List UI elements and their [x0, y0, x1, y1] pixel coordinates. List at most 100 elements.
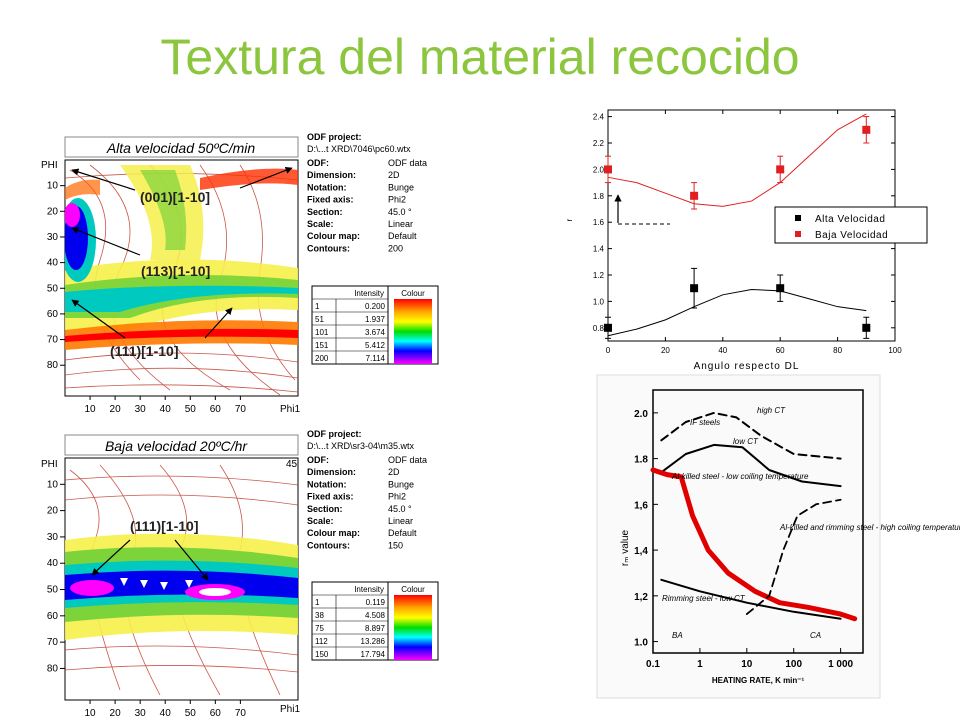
odf-y-tick-label: 40 [47, 258, 59, 269]
table-cell-level: 200 [315, 354, 329, 363]
odf-y-tick-label: 10 [47, 479, 59, 490]
rm-series-line-0 [660, 411, 842, 460]
odf-bottom-caption: Baja velocidad 20ºC/hr [105, 438, 248, 454]
r-x-axis-label: Angulo respecto DL [694, 361, 800, 372]
r-legend-label: Alta Velocidad [815, 214, 885, 225]
rm-annotation-label: low CT [733, 437, 759, 446]
rm-annotation-label: BA [672, 631, 683, 640]
odf-info-key: Dimension: [307, 170, 356, 180]
odf-bottom-corner-value: 45 [286, 459, 298, 470]
colour-bar [394, 299, 432, 364]
odf-info-value: 45.0 ° [388, 207, 412, 217]
r-data-point [690, 284, 699, 293]
table-cell-level: 151 [315, 341, 329, 350]
odf-y-tick-label: 30 [47, 532, 59, 543]
rm-annotation-label: Al-killed and rimming steel - high coili… [779, 523, 960, 532]
r-y-tick-label: 0.8 [593, 324, 605, 333]
odf-bottom-info: ODF project: D:\...t XRD\sr3-04\m35.wtx OD… [307, 429, 427, 550]
r-fit-curve-0 [607, 289, 867, 337]
r-legend-marker [795, 215, 801, 221]
odf-info-key: Colour map: [307, 231, 360, 241]
rm-y-tick-label: 1.8 [634, 455, 648, 466]
rm-series-line-4 [660, 578, 842, 620]
table-cell-level: 75 [315, 624, 324, 633]
odf-x-tick-label: 10 [84, 708, 96, 719]
table-cell-intensity: 13.286 [361, 637, 386, 646]
rm-x-tick-label: 1 [697, 659, 703, 670]
rm-annotation-label: Rimming steel - low CT [662, 594, 746, 603]
odf-info-value: 45.0 ° [388, 504, 412, 514]
odf-info-value: Phi2 [388, 195, 406, 205]
table-header-intensity: Intensity [354, 585, 384, 594]
odf-y-tick-label: 80 [47, 360, 59, 371]
r-y-axis-label: r [565, 218, 574, 221]
table-cell-intensity: 3.674 [365, 328, 386, 337]
odf-info-value: Default [388, 528, 417, 538]
odf-info-value: 200 [388, 243, 403, 253]
r-x-tick-label: 80 [833, 346, 842, 355]
rm-x-tick-label: 100 [785, 659, 802, 670]
rm-annotation-label: CA [810, 631, 821, 640]
r-x-tick-label: 100 [888, 346, 902, 355]
odf-x-tick-label: 50 [185, 708, 197, 719]
odf-info-key: Dimension: [307, 467, 356, 477]
table-cell-level: 112 [315, 637, 328, 646]
rm-y-tick-label: 1,4 [634, 546, 648, 557]
odf-info-value: 150 [388, 540, 403, 550]
odf-info-key: Section: [307, 504, 343, 514]
rm-vs-heating-rate-chart: 0.1 1 10 100 1 000 1.0 1,2 1,4 1,6 1.8 2.0 HEATING … [596, 374, 960, 699]
rm-x-tick-label: 0.1 [646, 659, 660, 670]
odf-top-caption-box [64, 136, 299, 158]
r-legend-marker [795, 231, 801, 237]
r-y-tick-label: 1.4 [593, 245, 605, 254]
odf-info-path: D:\...t XRD\sr3-04\m35.wtx [307, 441, 415, 451]
odf-x-tick-label: 60 [210, 708, 222, 719]
odf-info-value: Default [388, 231, 417, 241]
r-y-tick-label: 1.2 [593, 271, 605, 280]
r-y-tick-label: 2.4 [593, 113, 605, 122]
rm-y-tick-label: 1,6 [634, 500, 648, 511]
rm-annotation-label: high CT [757, 406, 786, 415]
odf-x-tick-label: 30 [135, 708, 147, 719]
odf-bottom-x-ticks: 10 20 30 40 50 60 70 [84, 700, 246, 719]
odf-info-key: Contours: [307, 540, 350, 550]
odf-bottom-annotation-111: (111)[1-10] [130, 518, 198, 534]
rm-series-line-1 [660, 443, 842, 488]
rm-figure-background [596, 374, 881, 699]
r-data-point [604, 165, 612, 174]
table-cell-level: 1 [315, 302, 320, 311]
odf-info-value: ODF data [388, 455, 427, 465]
odf-y-tick-label: 50 [47, 283, 59, 294]
r-data-point [776, 165, 785, 174]
odf-info-key: Contours: [307, 243, 350, 253]
colour-bar [394, 595, 432, 660]
rm-y-tick-label: 1.0 [634, 638, 648, 649]
rm-series-line-2 [650, 467, 858, 622]
table-cell-intensity: 8.897 [365, 624, 386, 633]
odf-top-annotation-113: (113)[1-10] [141, 263, 210, 279]
table-cell-intensity: 7.114 [366, 354, 386, 363]
rm-annotation-label: IF steels [690, 418, 720, 427]
table-cell-level: 1 [315, 598, 320, 607]
odf-top-arrows [71, 166, 293, 339]
odf-y-tick-label: 10 [47, 181, 59, 192]
odf-bottom-phi-label: PHI [41, 459, 58, 470]
r-vs-angle-chart: 0 20 40 60 80 100 0.8 1.0 1.2 1.4 1.6 1.8 2.0 2.2 2.4 A… [565, 109, 928, 372]
odf-info-key: Fixed axis: [307, 195, 354, 205]
odf-top-intensity-table: Intensity Colour 1 0.200 51 1.937 101 3.674 151 5… [311, 285, 439, 365]
odf-info-key: Notation: [307, 182, 347, 192]
odf-bottom-contours [65, 464, 298, 696]
odf-x-tick-label: 40 [160, 708, 172, 719]
table-cell-level: 150 [315, 650, 329, 659]
table-cell-level: 101 [315, 328, 329, 337]
r-data-point [604, 323, 612, 332]
odf-info-key: Notation: [307, 479, 347, 489]
odf-top-x-ticks: 10 20 30 40 50 60 70 [84, 396, 246, 415]
r-x-tick-label: 60 [776, 346, 785, 355]
odf-x-tick-label: 10 [84, 404, 96, 415]
odf-y-tick-label: 50 [47, 585, 59, 596]
odf-x-tick-label: 20 [110, 708, 122, 719]
r-y-tick-label: 1.8 [593, 192, 605, 201]
odf-info-title: ODF project: [307, 132, 362, 142]
rm-x-axis-label: HEATING RATE, K min⁻¹ [712, 676, 805, 685]
